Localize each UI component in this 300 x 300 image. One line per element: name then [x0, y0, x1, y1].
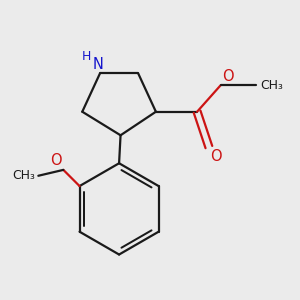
Text: H: H: [82, 50, 92, 63]
Text: O: O: [210, 149, 222, 164]
Text: N: N: [93, 57, 104, 72]
Text: CH₃: CH₃: [13, 169, 35, 182]
Text: O: O: [222, 69, 234, 84]
Text: CH₃: CH₃: [260, 79, 283, 92]
Text: O: O: [50, 153, 62, 168]
